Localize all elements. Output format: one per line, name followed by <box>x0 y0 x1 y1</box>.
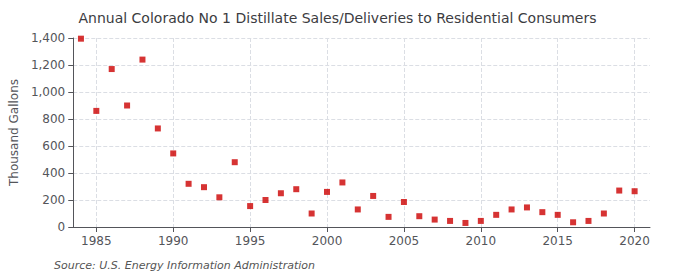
svg-text:1,000: 1,000 <box>31 85 65 99</box>
svg-text:1990: 1990 <box>158 234 189 248</box>
svg-text:1,200: 1,200 <box>31 58 65 72</box>
svg-text:Annual Colorado No 1 Distillat: Annual Colorado No 1 Distillate Sales/De… <box>78 10 596 26</box>
svg-text:600: 600 <box>42 139 65 153</box>
svg-text:2015: 2015 <box>542 234 573 248</box>
svg-text:2000: 2000 <box>312 234 343 248</box>
svg-text:200: 200 <box>42 193 65 207</box>
svg-text:0: 0 <box>58 220 66 234</box>
svg-text:800: 800 <box>42 112 65 126</box>
svg-text:1,400: 1,400 <box>31 31 65 45</box>
svg-text:2010: 2010 <box>466 234 497 248</box>
svg-text:1995: 1995 <box>235 234 266 248</box>
svg-text:1985: 1985 <box>81 234 112 248</box>
svg-text:400: 400 <box>42 166 65 180</box>
svg-text:Source: U.S. Energy Informatio: Source: U.S. Energy Information Administ… <box>54 259 315 272</box>
svg-text:Thousand Gallons: Thousand Gallons <box>7 79 21 187</box>
svg-text:2005: 2005 <box>389 234 420 248</box>
svg-text:2020: 2020 <box>619 234 650 248</box>
